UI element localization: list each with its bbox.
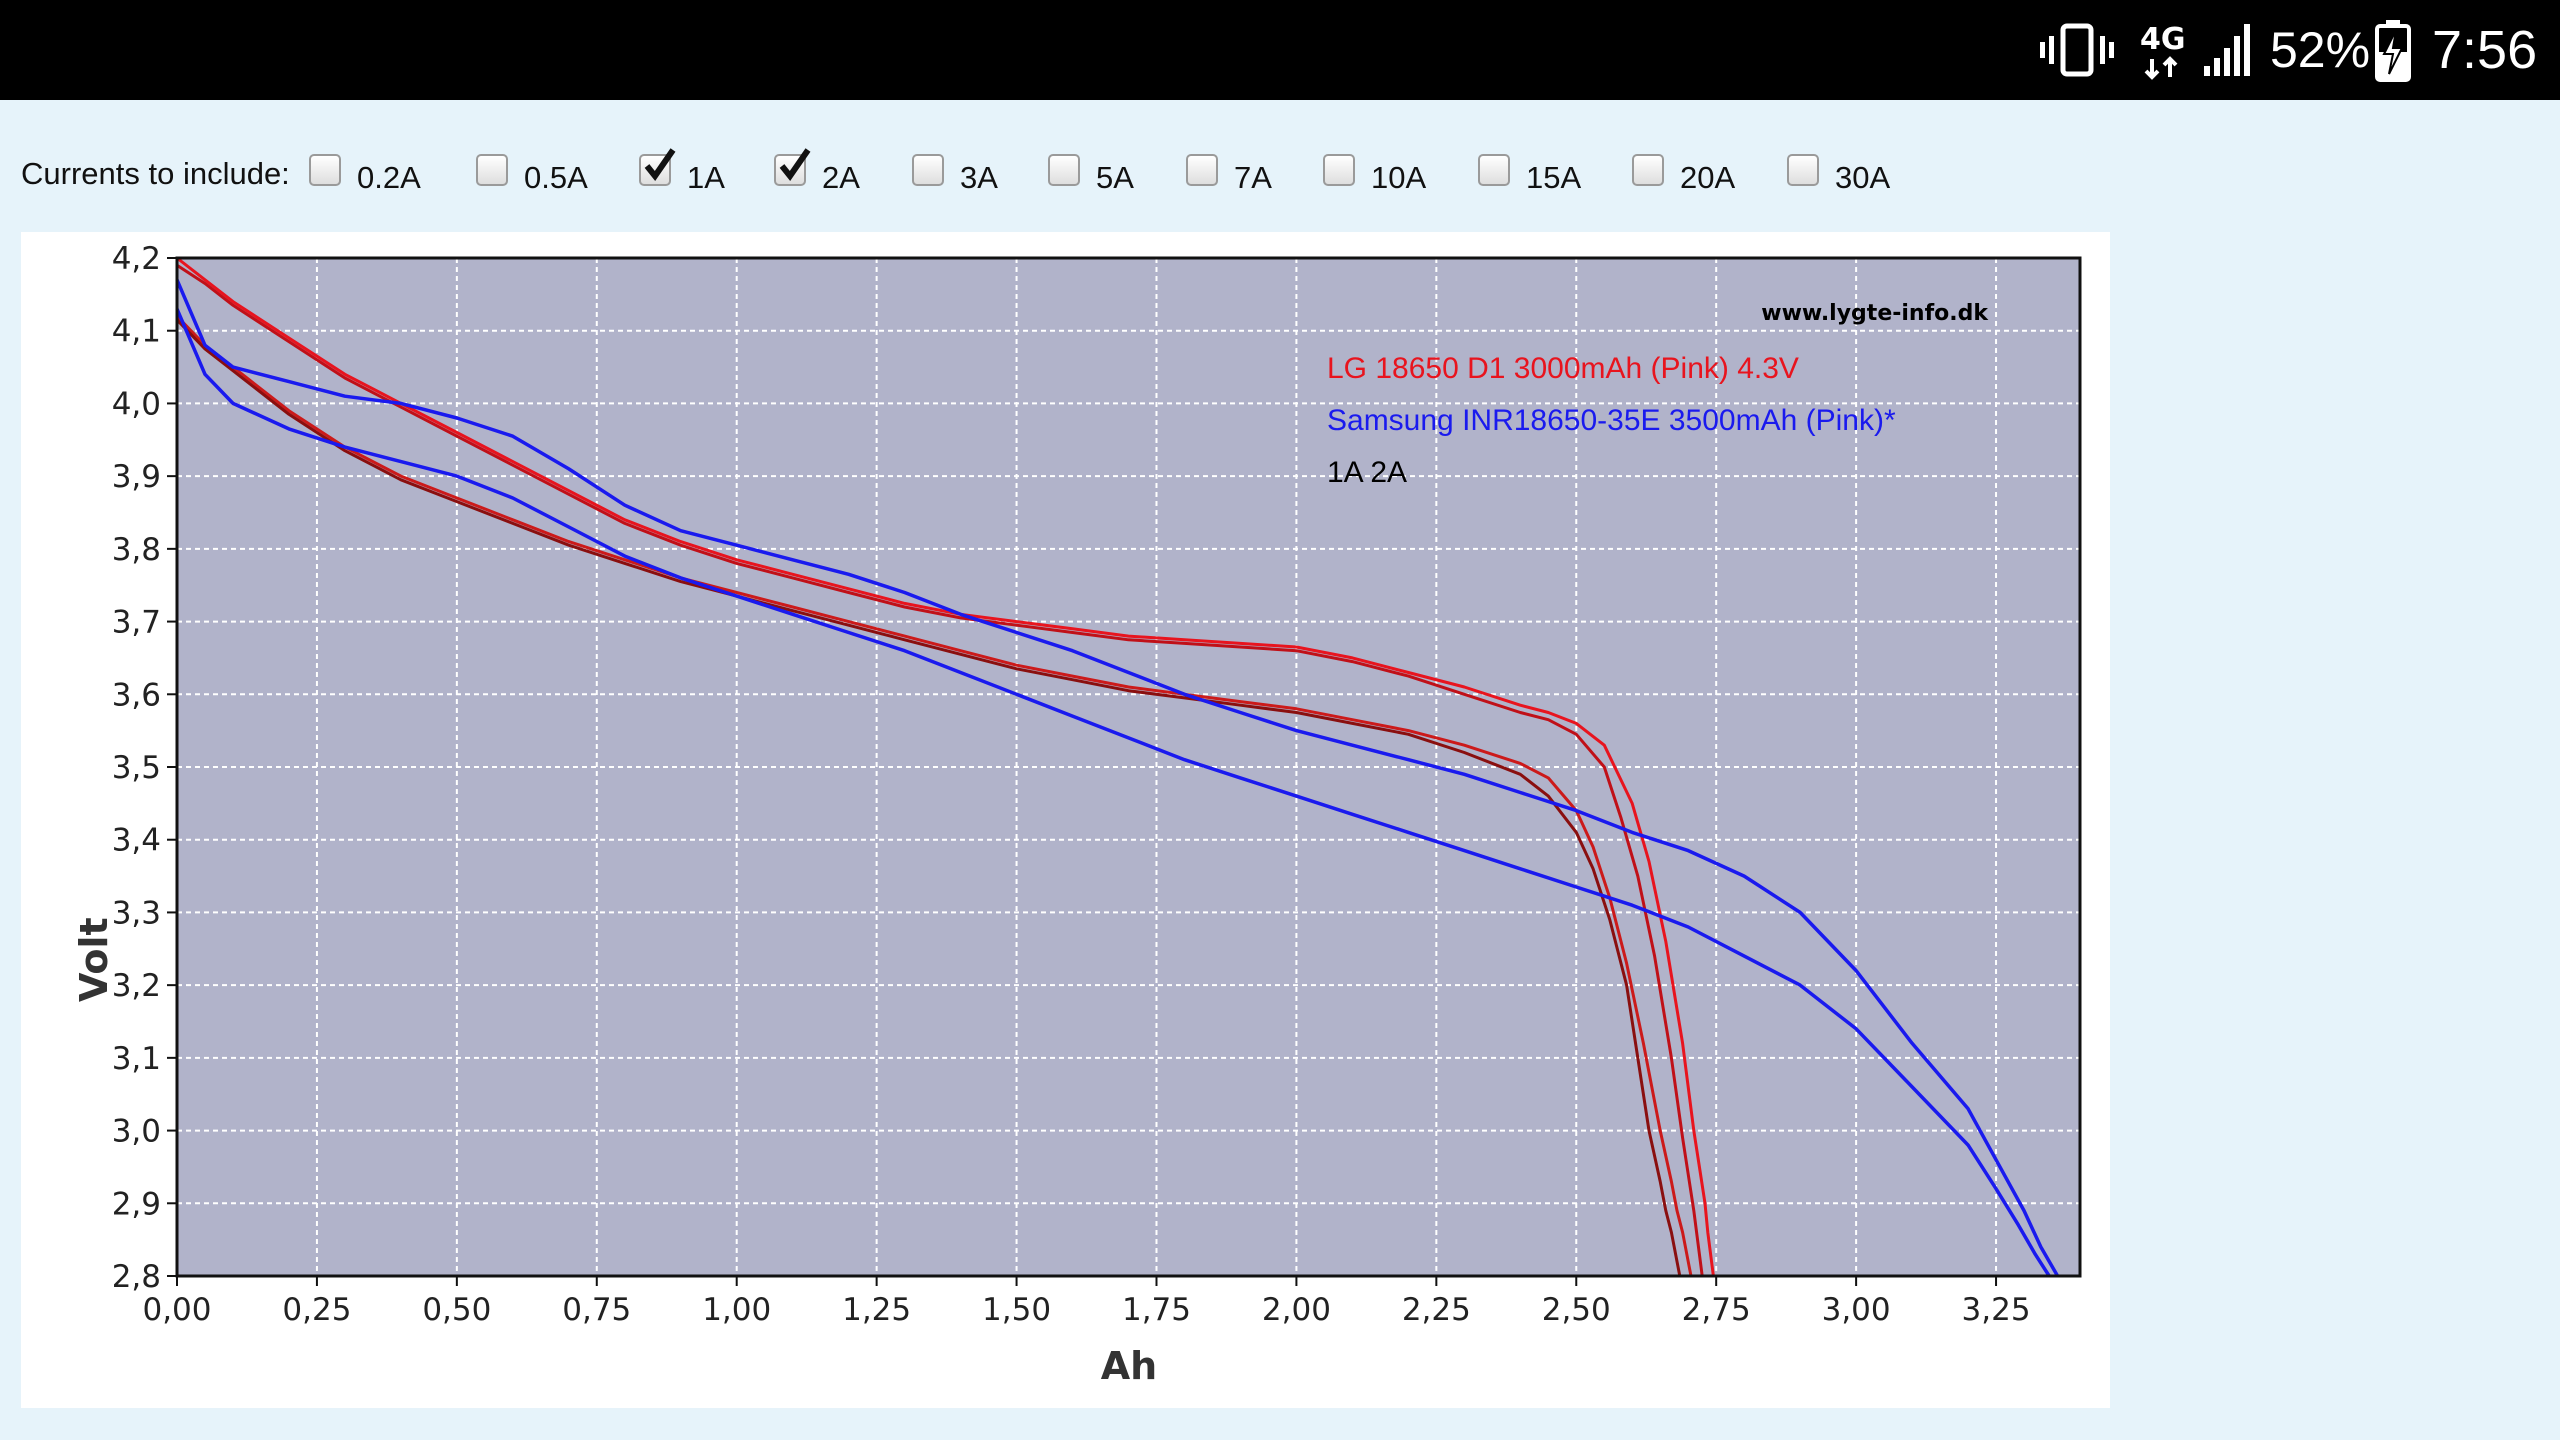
series-line-6	[175, 308, 2051, 1277]
battery-charging-icon	[2374, 0, 2414, 100]
chart-panel: 2,8 2,9 3,0 3,1 3,2 3,3 3,4 3,5 3,6 3,7 3,8 3,9 4,0 4…	[21, 232, 2110, 1408]
y-tick-label: 3,4	[112, 823, 161, 859]
check-icon	[779, 148, 811, 182]
x-tick-label: 1,25	[842, 1292, 911, 1328]
y-tick-label: 3,3	[112, 895, 161, 931]
y-tick-label: 3,5	[112, 750, 161, 786]
x-tick-label: 0,50	[422, 1292, 491, 1328]
network-type-label: 4G	[2140, 22, 2186, 57]
x-tick-label: 3,25	[1962, 1292, 2031, 1328]
y-tick-label: 3,2	[112, 968, 161, 1004]
currents-filter: Currents to include: 0.2A 0.5A 1A 2A 3A 5A 7A 1…	[0, 140, 2560, 210]
current-checkbox[interactable]	[1632, 154, 1664, 186]
y-tick-label: 3,1	[112, 1041, 161, 1077]
status-bar: 4G 52% 7:56	[0, 0, 2560, 100]
y-tick-label: 4,2	[112, 241, 161, 277]
x-tick-label: 3,00	[1822, 1292, 1891, 1328]
signal-icon	[2200, 0, 2256, 100]
x-tick-label: 0,25	[282, 1292, 351, 1328]
x-tick-label: 1,75	[1122, 1292, 1191, 1328]
current-checkbox[interactable]	[1323, 154, 1355, 186]
check-icon	[644, 148, 676, 182]
current-checkbox[interactable]	[1787, 154, 1819, 186]
current-option-label: 30A	[1835, 160, 1891, 195]
current-option-label: 10A	[1371, 160, 1427, 195]
current-checkbox[interactable]	[1478, 154, 1510, 186]
series-line-1	[176, 256, 1715, 1277]
y-tick-label: 2,9	[112, 1186, 161, 1222]
x-tick-label: 2,00	[1262, 1292, 1331, 1328]
current-option-label: 1A	[687, 160, 725, 195]
series-line-2	[176, 264, 1704, 1277]
x-tick-labels: 0,00 0,25 0,50 0,75 1,00 1,25 1,50 1,75 2,00 2,25…	[142, 1276, 2031, 1328]
legend-entry: 1A 2A	[1327, 456, 1407, 489]
current-option-label: 2A	[822, 160, 860, 195]
y-tick-label: 2,8	[112, 1259, 161, 1295]
currents-filter-label: Currents to include:	[21, 156, 290, 191]
y-tick-label: 3,0	[112, 1114, 161, 1150]
y-tick-labels: 2,8 2,9 3,0 3,1 3,2 3,3 3,4 3,5 3,6 3,7 3,8 3,9 4,0 4…	[112, 241, 177, 1295]
y-tick-label: 3,6	[112, 677, 161, 713]
series-group	[175, 256, 2060, 1277]
x-axis-title: Ah	[1101, 1344, 1157, 1388]
current-checkbox[interactable]	[309, 154, 341, 186]
y-tick-label: 3,9	[112, 459, 161, 495]
legend-entry: Samsung INR18650-35E 3500mAh (Pink)*	[1327, 404, 1896, 437]
current-option-label: 0.2A	[357, 160, 421, 195]
x-tick-label: 2,25	[1402, 1292, 1471, 1328]
current-option-label: 5A	[1096, 160, 1134, 195]
vibrate-icon	[2038, 0, 2116, 100]
current-option-label: 15A	[1526, 160, 1582, 195]
series-line-5	[175, 279, 2060, 1277]
battery-percent: 52%	[2270, 22, 2371, 78]
current-option-label: 7A	[1234, 160, 1272, 195]
current-checkbox[interactable]	[912, 154, 944, 186]
x-tick-label: 1,50	[982, 1292, 1051, 1328]
y-axis-title: Volt	[72, 917, 116, 1002]
current-checkbox[interactable]	[476, 154, 508, 186]
current-option-label: 3A	[960, 160, 998, 195]
lte-icon: 4G	[2138, 0, 2188, 100]
watermark: www.lygte-info.dk	[1761, 301, 1989, 326]
y-tick-label: 3,7	[112, 605, 161, 641]
legend: LG 18650 D1 3000mAh (Pink) 4.3V Samsung I…	[1327, 352, 1896, 489]
y-tick-label: 4,0	[112, 386, 161, 422]
current-option-label: 20A	[1680, 160, 1736, 195]
legend-entry: LG 18650 D1 3000mAh (Pink) 4.3V	[1327, 352, 1799, 385]
x-tick-label: 0,75	[562, 1292, 631, 1328]
x-tick-label: 2,50	[1542, 1292, 1611, 1328]
x-tick-label: 1,00	[702, 1292, 771, 1328]
y-tick-label: 3,8	[112, 532, 161, 568]
x-tick-label: 2,75	[1682, 1292, 1751, 1328]
discharge-chart: 2,8 2,9 3,0 3,1 3,2 3,3 3,4 3,5 3,6 3,7 3,8 3,9 4,0 4…	[72, 241, 2082, 1388]
current-option-label: 0.5A	[524, 160, 588, 195]
current-checkbox[interactable]	[1048, 154, 1080, 186]
x-tick-label: 0,00	[142, 1292, 211, 1328]
current-checkbox[interactable]	[1186, 154, 1218, 186]
y-tick-label: 4,1	[112, 314, 161, 350]
clock: 7:56	[2432, 20, 2538, 80]
series-line-4	[175, 318, 1682, 1277]
